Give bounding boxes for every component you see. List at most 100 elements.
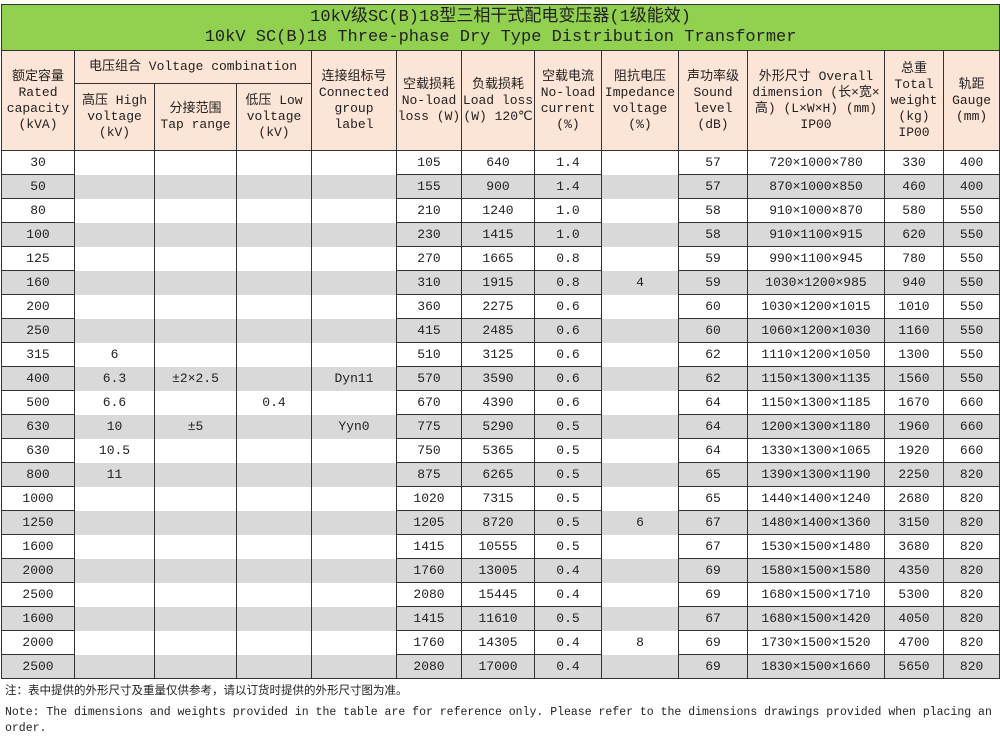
cell-no-load-loss: 230 xyxy=(396,222,462,247)
cell-gauge: 550 xyxy=(942,318,1000,343)
cell-overall-dimension: 1200×1300×1180 xyxy=(747,414,885,439)
header-impedance-voltage: 阻抗电压 Impedance voltage (%) xyxy=(601,50,679,151)
cell-high-voltage xyxy=(74,222,155,247)
cell-load-loss: 8720 xyxy=(461,510,535,535)
table-row: 30 105 640 1.4 57 720×1000×780 330 400 xyxy=(1,150,1000,175)
cell-low-voltage xyxy=(236,558,312,583)
cell-tap-range xyxy=(154,342,237,367)
cell-total-weight: 940 xyxy=(884,270,944,295)
cell-connected-group xyxy=(311,390,397,415)
cell-connected-group xyxy=(311,438,397,463)
cell-sound-level: 64 xyxy=(678,438,748,463)
table-row: 1600 1415 11610 0.5 67 1680×1500×1420 4050 820 xyxy=(1,606,1000,631)
cell-connected-group xyxy=(311,222,397,247)
cell-connected-group xyxy=(311,198,397,223)
cell-low-voltage xyxy=(236,270,312,295)
cell-total-weight: 4050 xyxy=(884,606,944,631)
cell-high-voltage: 6 xyxy=(74,342,155,367)
cell-total-weight: 460 xyxy=(884,174,944,199)
cell-rated-capacity: 315 xyxy=(1,342,75,367)
cell-low-voltage xyxy=(236,630,312,655)
cell-total-weight: 4350 xyxy=(884,558,944,583)
cell-high-voltage: 6.3 xyxy=(74,366,155,391)
cell-low-voltage xyxy=(236,294,312,319)
cell-sound-level: 57 xyxy=(678,174,748,199)
cell-no-load-loss: 360 xyxy=(396,294,462,319)
cell-sound-level: 69 xyxy=(678,582,748,607)
cell-high-voltage: 10 xyxy=(74,414,155,439)
cell-sound-level: 62 xyxy=(678,366,748,391)
cell-no-load-loss: 1760 xyxy=(396,630,462,655)
cell-gauge: 820 xyxy=(942,654,1000,679)
cell-rated-capacity: 2000 xyxy=(1,558,75,583)
cell-sound-level: 59 xyxy=(678,246,748,271)
cell-sound-level: 69 xyxy=(678,630,748,655)
cell-sound-level: 65 xyxy=(678,462,748,487)
cell-total-weight: 5300 xyxy=(884,582,944,607)
cell-high-voltage xyxy=(74,294,155,319)
cell-overall-dimension: 720×1000×780 xyxy=(747,150,885,175)
cell-impedance-voltage xyxy=(601,222,679,247)
cell-overall-dimension: 1150×1300×1135 xyxy=(747,366,885,391)
table-row: 630 10 ±5 Yyn0 775 5290 0.5 64 1200×1300×1180 196… xyxy=(1,414,1000,439)
table-row: 2000 1760 13005 0.4 69 1580×1500×1580 4350 820 xyxy=(1,558,1000,583)
cell-low-voltage xyxy=(236,150,312,175)
cell-connected-group xyxy=(311,558,397,583)
cell-high-voltage xyxy=(74,318,155,343)
cell-no-load-current: 1.4 xyxy=(534,150,602,175)
cell-gauge: 820 xyxy=(942,534,1000,559)
cell-no-load-current: 0.4 xyxy=(534,558,602,583)
cell-load-loss: 3590 xyxy=(461,366,535,391)
cell-overall-dimension: 1680×1500×1710 xyxy=(747,582,885,607)
cell-total-weight: 5650 xyxy=(884,654,944,679)
cell-tap-range xyxy=(154,486,237,511)
cell-high-voltage: 10.5 xyxy=(74,438,155,463)
header-load-loss: 负载损耗 Load loss (W) 120℃ xyxy=(461,50,535,151)
cell-impedance-voltage xyxy=(601,366,679,391)
cell-impedance-voltage: 4 xyxy=(601,270,679,295)
cell-impedance-voltage xyxy=(601,534,679,559)
cell-overall-dimension: 1060×1200×1030 xyxy=(747,318,885,343)
cell-sound-level: 69 xyxy=(678,558,748,583)
cell-sound-level: 62 xyxy=(678,342,748,367)
cell-tap-range xyxy=(154,390,237,415)
table-row: 500 6.6 0.4 670 4390 0.6 64 1150×1300×1185 1670 6… xyxy=(1,390,1000,415)
cell-rated-capacity: 630 xyxy=(1,414,75,439)
header-rated-capacity: 额定容量 Rated capacity (kVA) xyxy=(1,50,75,151)
cell-impedance-voltage xyxy=(601,318,679,343)
cell-tap-range xyxy=(154,510,237,535)
title-en: 10kV SC(B)18 Three-phase Dry Type Distri… xyxy=(204,27,797,47)
cell-total-weight: 1920 xyxy=(884,438,944,463)
cell-overall-dimension: 910×1000×870 xyxy=(747,198,885,223)
table-row: 400 6.3 ±2×2.5 Dyn11 570 3590 0.6 62 1150×1300×1… xyxy=(1,366,1000,391)
cell-rated-capacity: 2000 xyxy=(1,630,75,655)
table-row: 100 230 1415 1.0 58 910×1100×915 620 550 xyxy=(1,222,1000,247)
cell-no-load-current: 0.5 xyxy=(534,414,602,439)
cell-no-load-loss: 270 xyxy=(396,246,462,271)
cell-overall-dimension: 990×1100×945 xyxy=(747,246,885,271)
cell-sound-level: 69 xyxy=(678,654,748,679)
cell-load-loss: 15445 xyxy=(461,582,535,607)
cell-total-weight: 1010 xyxy=(884,294,944,319)
cell-rated-capacity: 630 xyxy=(1,438,75,463)
cell-no-load-current: 0.6 xyxy=(534,366,602,391)
cell-connected-group xyxy=(311,654,397,679)
cell-connected-group xyxy=(311,342,397,367)
cell-impedance-voltage xyxy=(601,654,679,679)
cell-low-voltage xyxy=(236,438,312,463)
cell-sound-level: 64 xyxy=(678,414,748,439)
cell-no-load-loss: 210 xyxy=(396,198,462,223)
cell-low-voltage xyxy=(236,366,312,391)
cell-overall-dimension: 1150×1300×1185 xyxy=(747,390,885,415)
cell-low-voltage xyxy=(236,222,312,247)
cell-connected-group: Dyn11 xyxy=(311,366,397,391)
cell-total-weight: 1300 xyxy=(884,342,944,367)
cell-impedance-voltage xyxy=(601,150,679,175)
transformer-spec-table: 10kV级SC(B)18型三相干式配电变压器(1级能效) 10kV SC(B)1… xyxy=(0,4,1000,679)
cell-gauge: 550 xyxy=(942,366,1000,391)
cell-no-load-current: 0.5 xyxy=(534,438,602,463)
cell-load-loss: 13005 xyxy=(461,558,535,583)
cell-connected-group xyxy=(311,582,397,607)
table-row: 50 155 900 1.4 57 870×1000×850 460 400 xyxy=(1,174,1000,199)
cell-overall-dimension: 1110×1200×1050 xyxy=(747,342,885,367)
